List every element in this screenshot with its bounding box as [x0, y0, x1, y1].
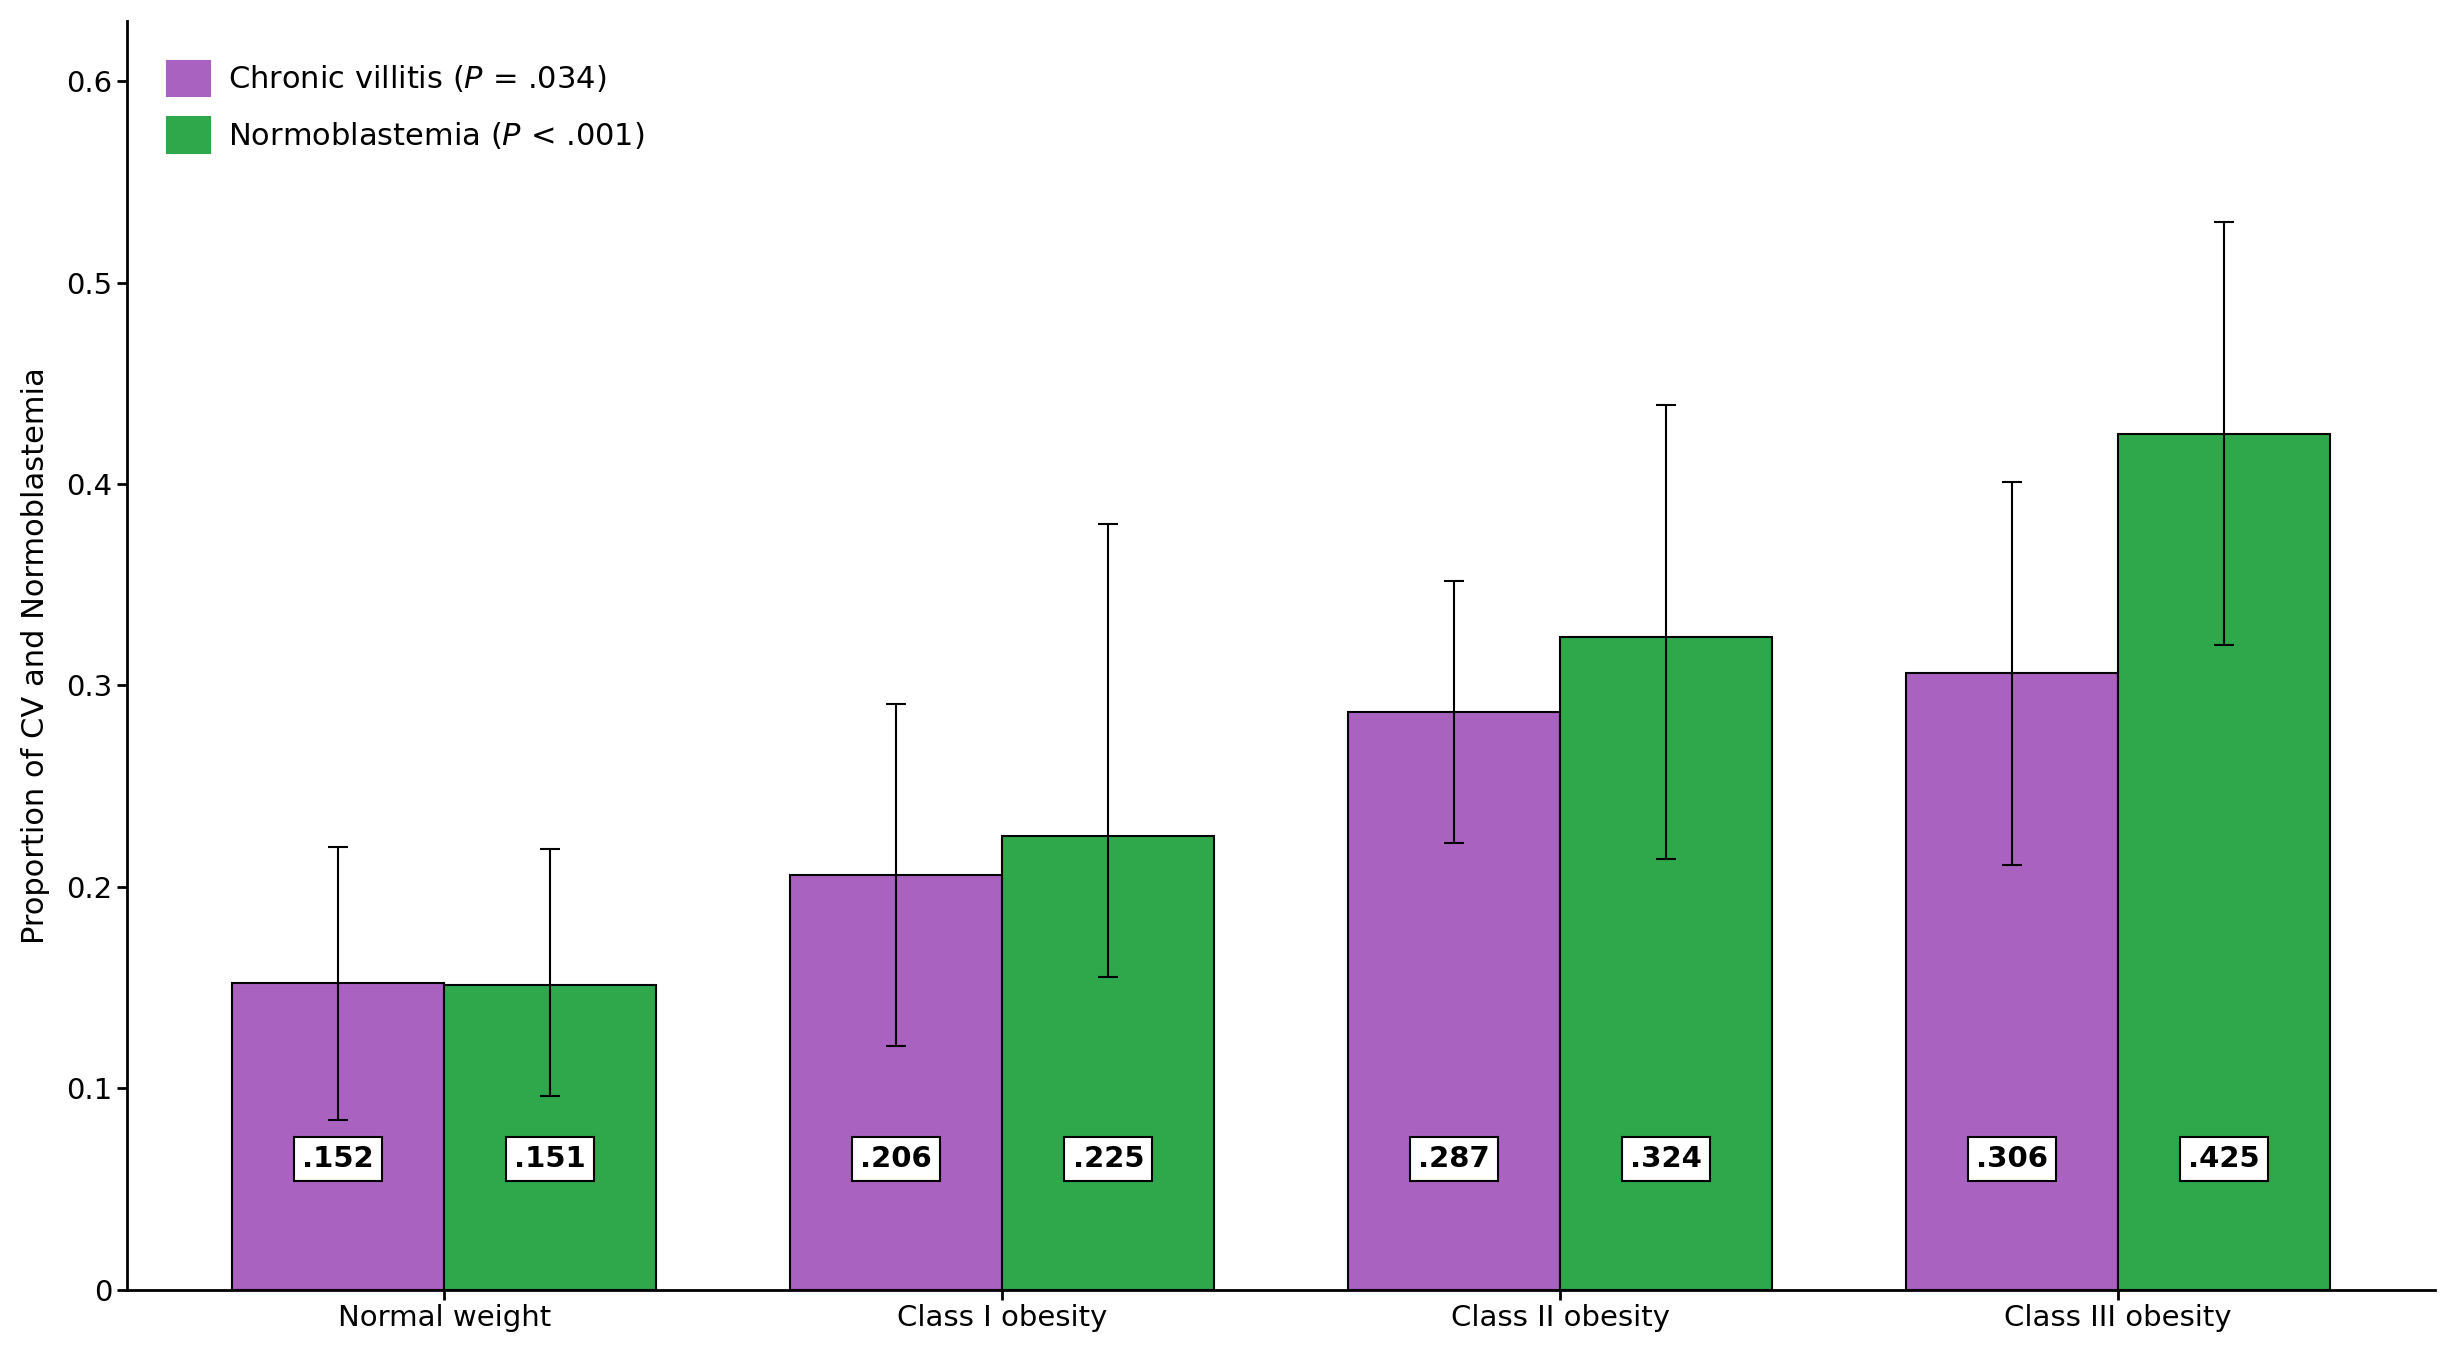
Bar — [1560, 637, 1773, 1289]
Bar — [233, 984, 445, 1289]
Y-axis label: Proportion of CV and Normoblastemia: Proportion of CV and Normoblastemia — [20, 367, 49, 943]
Bar — [445, 985, 656, 1289]
Text: .425: .425 — [2188, 1145, 2260, 1173]
Legend: Chronic villitis ($\mathit{P}$ = .034), Normoblastemia ($\mathit{P}$ < .001): Chronic villitis ($\mathit{P}$ = .034), … — [142, 37, 668, 177]
Text: .287: .287 — [1420, 1145, 1491, 1173]
Text: .225: .225 — [1073, 1145, 1144, 1173]
Text: .206: .206 — [860, 1145, 933, 1173]
Bar — [2117, 434, 2331, 1289]
Bar — [1348, 712, 1560, 1289]
Text: .151: .151 — [513, 1145, 587, 1173]
Text: .152: .152 — [302, 1145, 373, 1173]
Bar — [1002, 836, 1213, 1289]
Bar — [1906, 674, 2117, 1289]
Bar — [791, 875, 1002, 1289]
Text: .324: .324 — [1631, 1145, 1702, 1173]
Text: .306: .306 — [1977, 1145, 2048, 1173]
